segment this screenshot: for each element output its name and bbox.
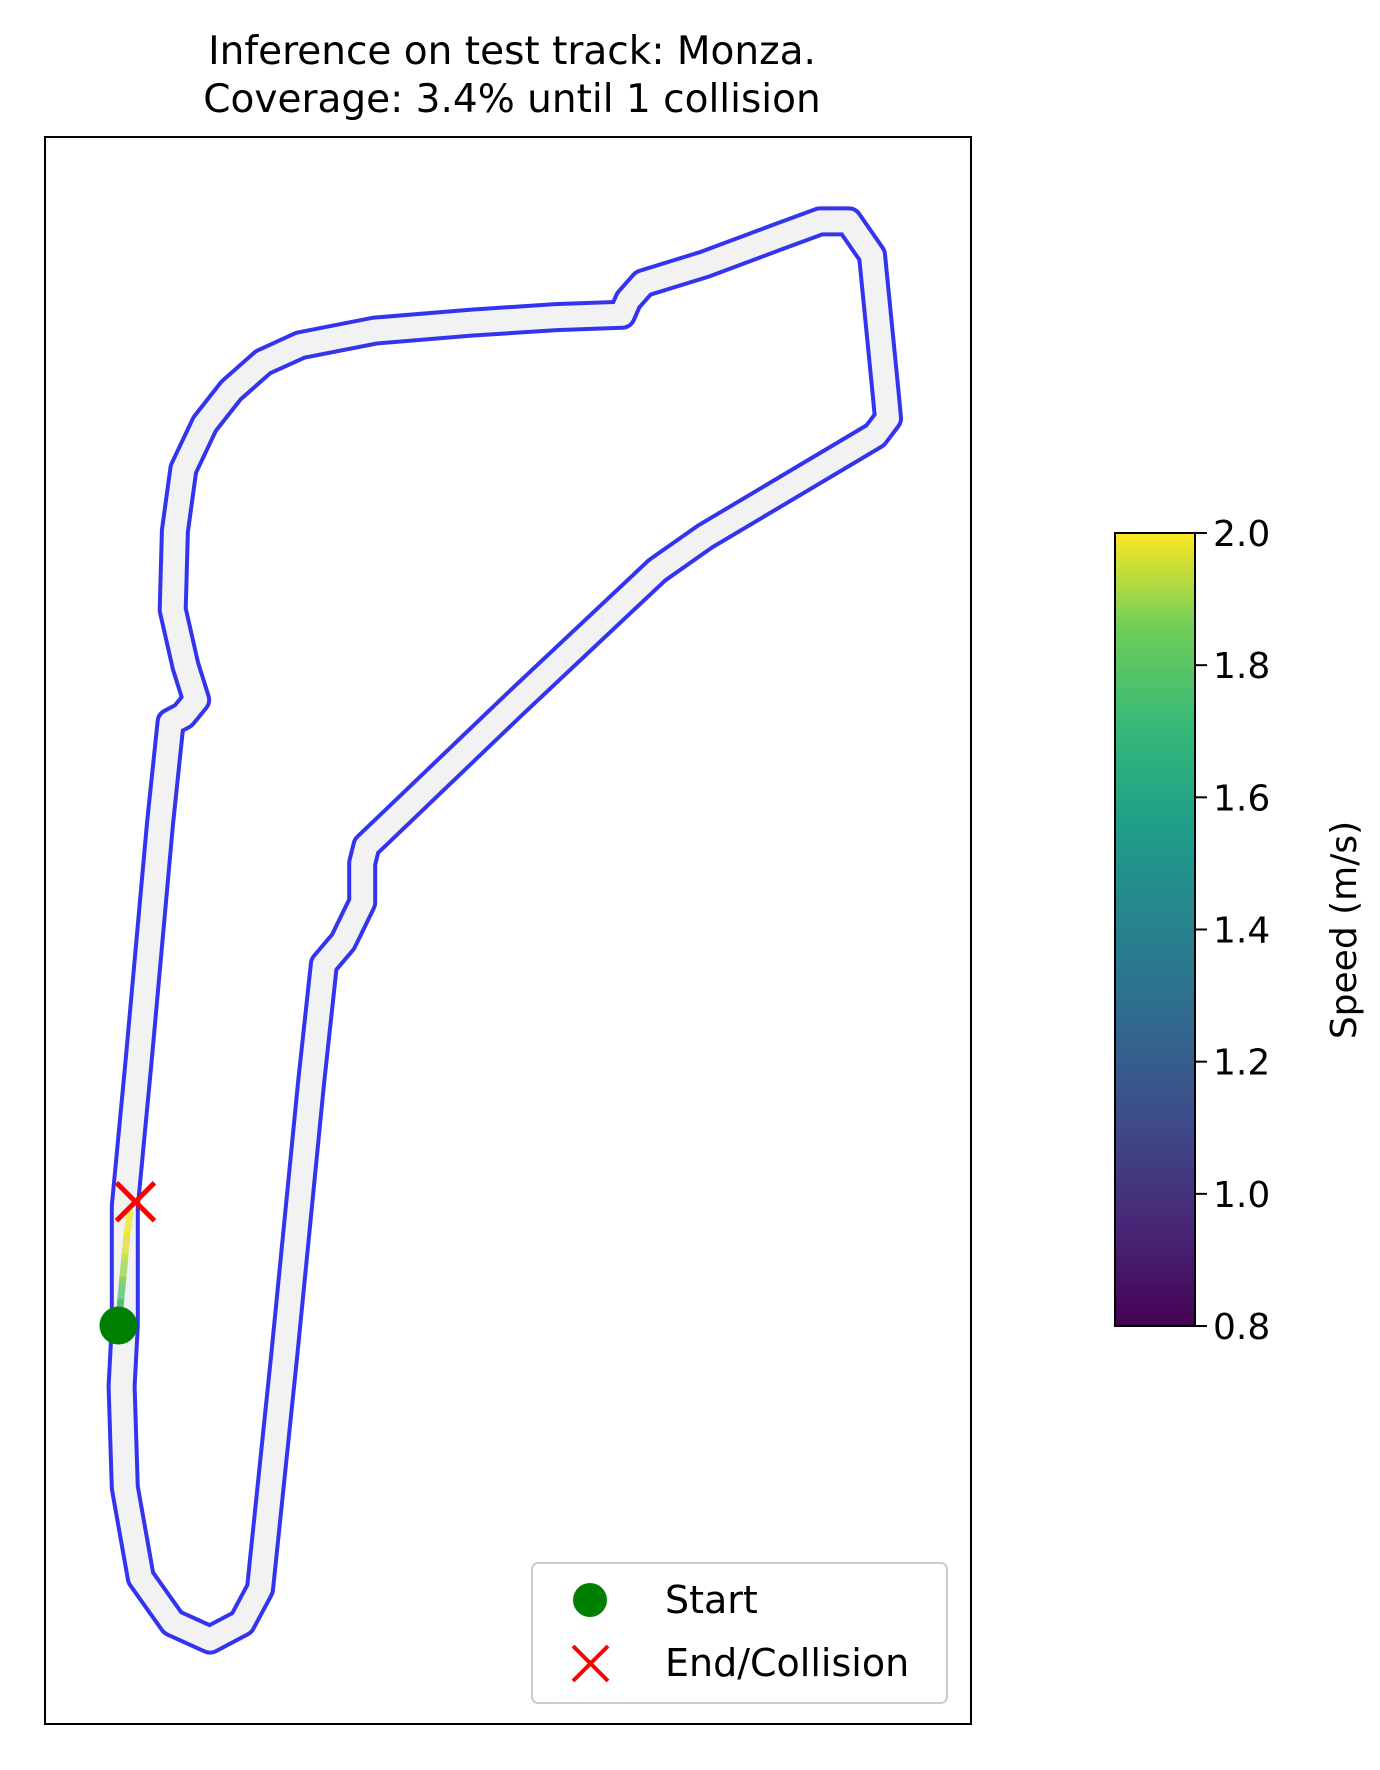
- legend-start-marker: [573, 1583, 607, 1617]
- plot-area: Start End/Collision: [44, 136, 972, 1725]
- colorbar-tick-label: 1.6: [1213, 778, 1270, 819]
- colorbar-tick-label: 1.8: [1213, 646, 1270, 687]
- axes-frame: [44, 136, 972, 1725]
- colorbar-tick-label: 1.4: [1213, 911, 1270, 952]
- trajectory-segment: [123, 1208, 134, 1238]
- track-boundary: [106, 206, 903, 1655]
- colorbar-label: Speed (m/s): [1324, 821, 1365, 1039]
- markers: [99, 1180, 157, 1345]
- track: [106, 206, 903, 1655]
- colorbar-tick-label: 1.0: [1213, 1175, 1270, 1216]
- start-marker: [99, 1306, 138, 1345]
- trajectory-segment: [117, 1275, 127, 1306]
- trajectory-segment: [121, 1230, 131, 1261]
- colorbar-tick-label: 0.8: [1213, 1307, 1270, 1348]
- colorbar-gradient: [1114, 532, 1196, 1327]
- legend-end-label: End/Collision: [665, 1641, 909, 1685]
- legend-start-label: Start: [665, 1578, 758, 1622]
- colorbar-ticks: 0.8 1.0 1.2 1.4 1.6 1.8 2.0: [1195, 514, 1270, 1348]
- colorbar-tick-label: 1.2: [1213, 1043, 1270, 1084]
- legend-box: [531, 1562, 948, 1704]
- chart-subtitle: Coverage: 3.4% until 1 collision: [203, 77, 820, 122]
- end-collision-marker: [114, 1180, 157, 1223]
- trajectory-segment: [119, 1253, 129, 1283]
- legend-end-marker: [571, 1644, 610, 1683]
- colorbar: 0.8 1.0 1.2 1.4 1.6 1.8 2.0 Speed (m/s): [1114, 514, 1365, 1348]
- track-surface: [110, 210, 899, 1651]
- legend: Start End/Collision: [531, 1562, 948, 1704]
- colorbar-tick-label: 2.0: [1213, 514, 1270, 555]
- chart-title: Inference on test track: Monza.: [208, 29, 816, 74]
